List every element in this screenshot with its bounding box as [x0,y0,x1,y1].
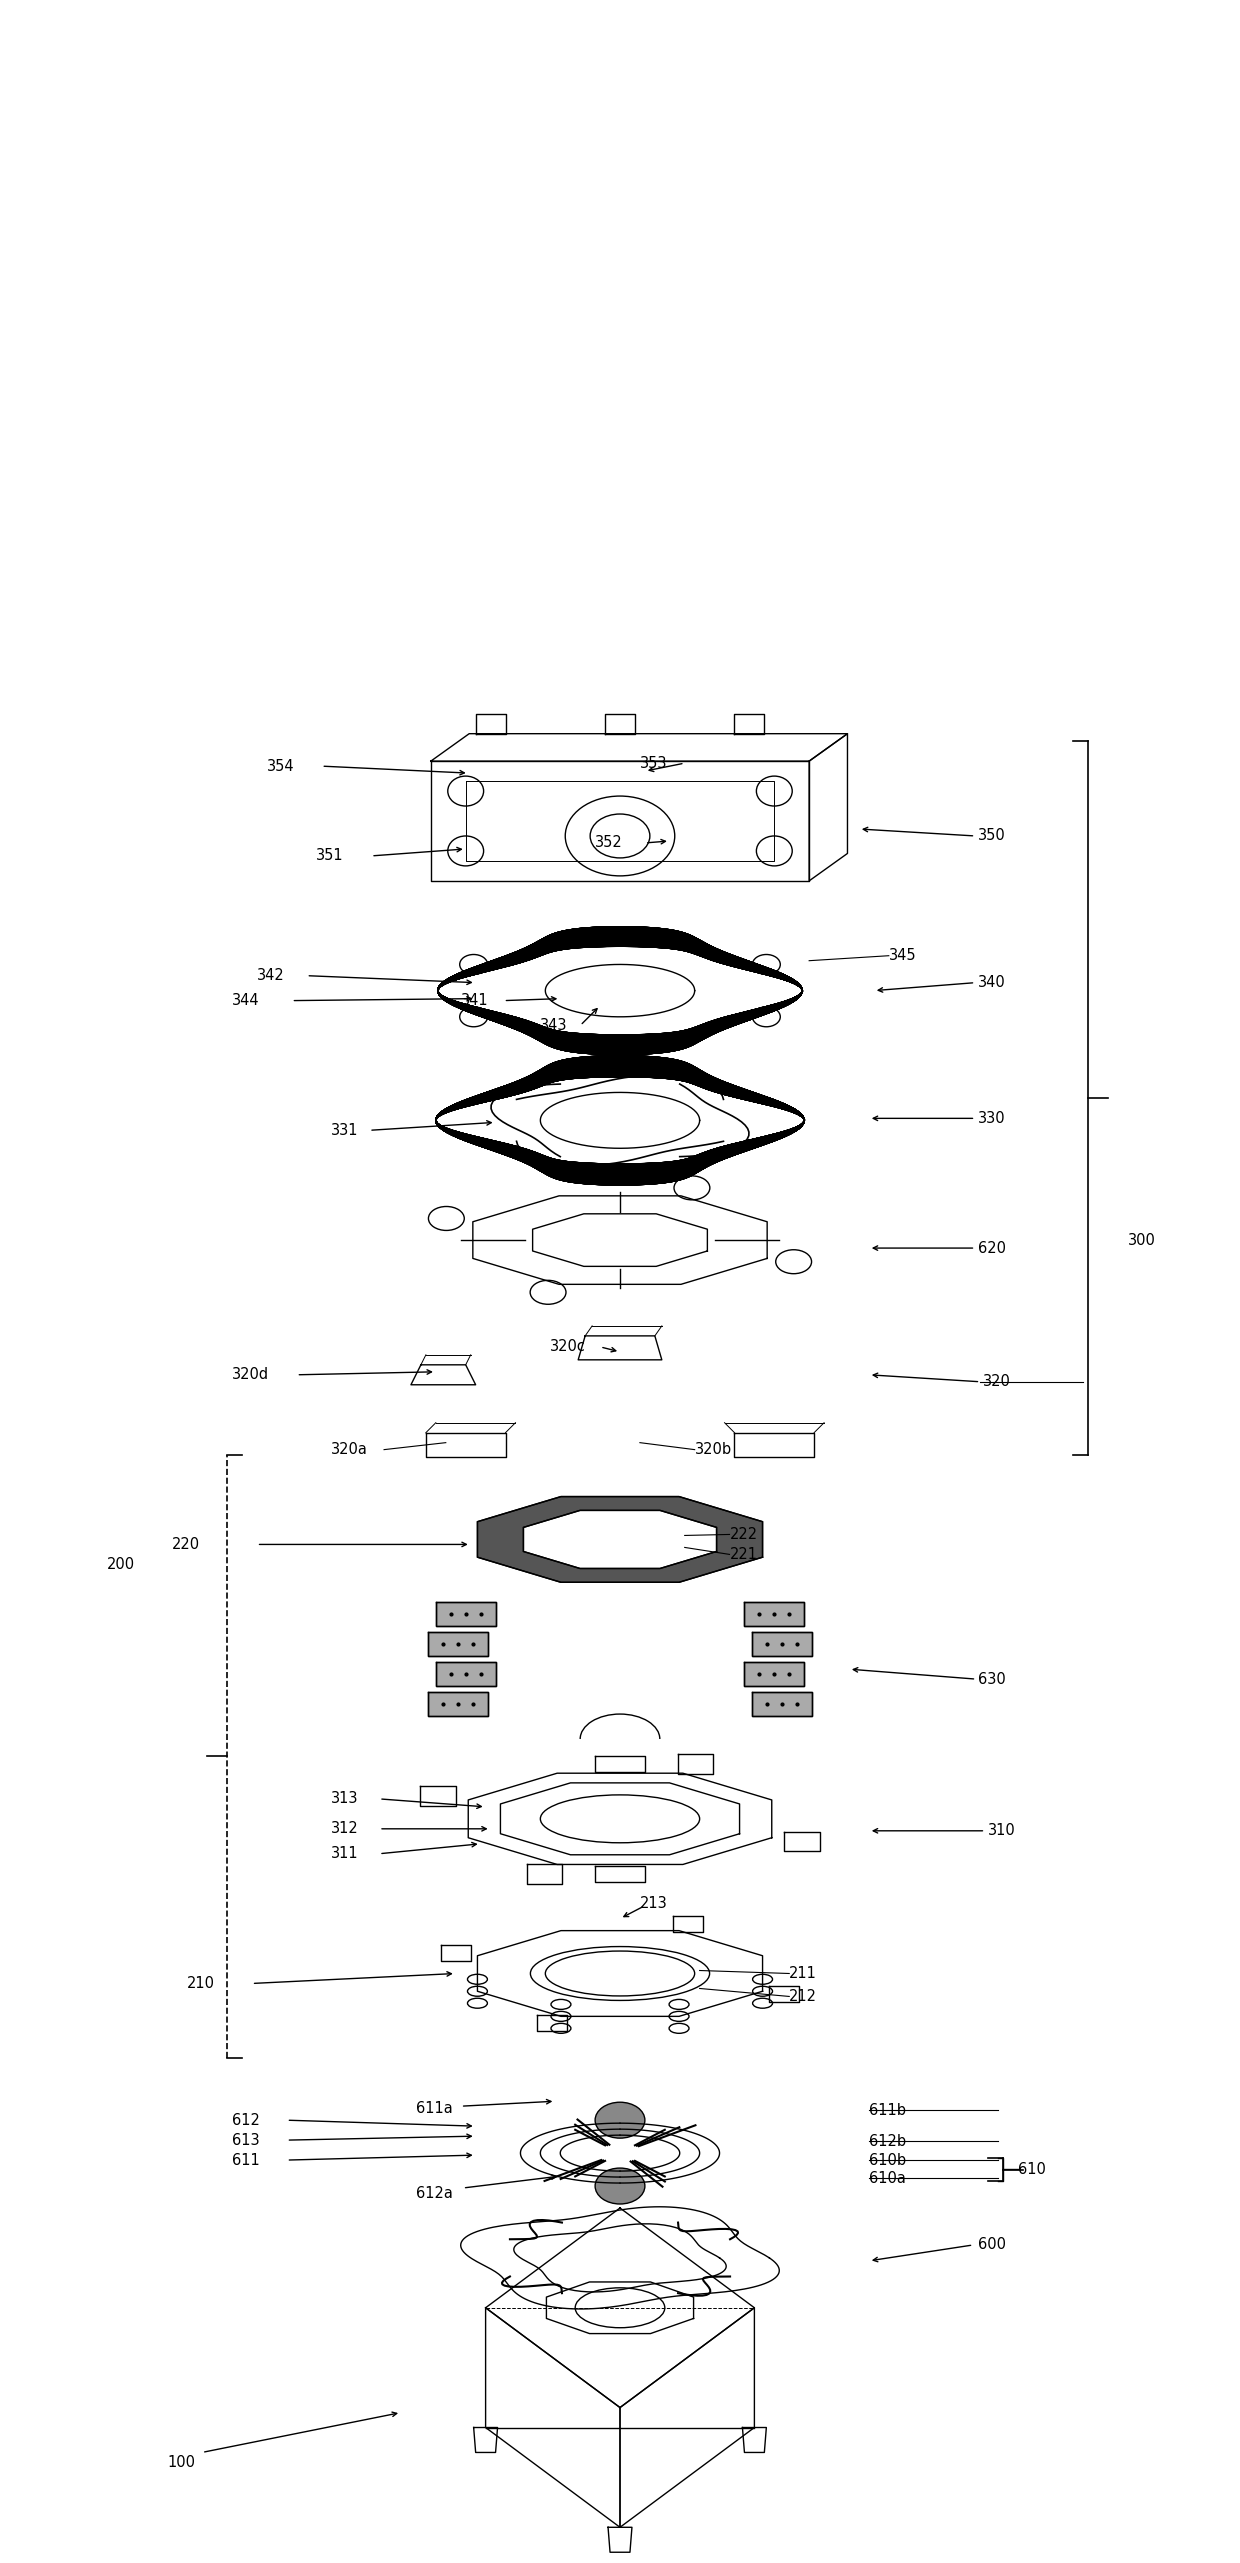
Text: 630: 630 [978,1671,1006,1686]
Text: 310: 310 [988,1822,1016,1838]
Polygon shape [435,1663,496,1686]
Text: 341: 341 [461,992,489,1007]
Text: 313: 313 [331,1792,358,1807]
Polygon shape [744,1663,805,1686]
Polygon shape [523,1510,717,1569]
Text: 312: 312 [331,1822,360,1835]
Text: 213: 213 [640,1897,667,1912]
Text: 320: 320 [983,1374,1012,1389]
Text: 354: 354 [267,759,294,774]
Text: 320c: 320c [551,1340,587,1353]
Text: 612: 612 [232,2112,259,2127]
Polygon shape [477,1497,763,1581]
Polygon shape [428,1633,487,1656]
Text: 222: 222 [729,1528,758,1543]
Text: 220: 220 [172,1538,200,1553]
Polygon shape [753,1692,812,1717]
Text: 342: 342 [257,969,284,984]
Text: 343: 343 [541,1018,568,1033]
Text: 610: 610 [1018,2161,1047,2176]
Text: 610a: 610a [869,2171,905,2186]
Text: 211: 211 [789,1966,817,1981]
Text: 611b: 611b [869,2102,906,2117]
Text: 353: 353 [640,756,667,771]
Text: 331: 331 [331,1123,358,1138]
Text: 344: 344 [232,992,259,1007]
Text: 620: 620 [978,1240,1007,1256]
Polygon shape [435,1602,496,1628]
Text: 320b: 320b [694,1443,732,1458]
Text: 330: 330 [978,1110,1006,1125]
Ellipse shape [595,2168,645,2204]
Polygon shape [744,1602,805,1628]
Text: 100: 100 [167,2455,195,2471]
Text: 311: 311 [331,1845,358,1861]
Text: 345: 345 [889,948,916,964]
Text: 350: 350 [978,828,1006,843]
Text: 351: 351 [316,848,343,864]
Polygon shape [428,1692,487,1717]
Text: 340: 340 [978,974,1006,989]
Text: 600: 600 [978,2237,1007,2253]
Ellipse shape [595,2102,645,2138]
Text: 612b: 612b [869,2132,906,2148]
Text: 610b: 610b [869,2153,906,2168]
Text: 212: 212 [789,1989,817,2004]
Text: 300: 300 [1127,1233,1156,1248]
Text: 611a: 611a [415,2102,453,2114]
Text: 320d: 320d [232,1366,269,1381]
Polygon shape [753,1633,812,1656]
Text: 200: 200 [108,1556,135,1571]
Text: 352: 352 [595,836,622,851]
Text: 210: 210 [187,1976,215,1991]
Text: 613: 613 [232,2132,259,2148]
Text: 320a: 320a [331,1443,368,1458]
Text: 612a: 612a [415,2186,453,2202]
Text: 221: 221 [729,1548,758,1561]
Text: 611: 611 [232,2153,259,2168]
